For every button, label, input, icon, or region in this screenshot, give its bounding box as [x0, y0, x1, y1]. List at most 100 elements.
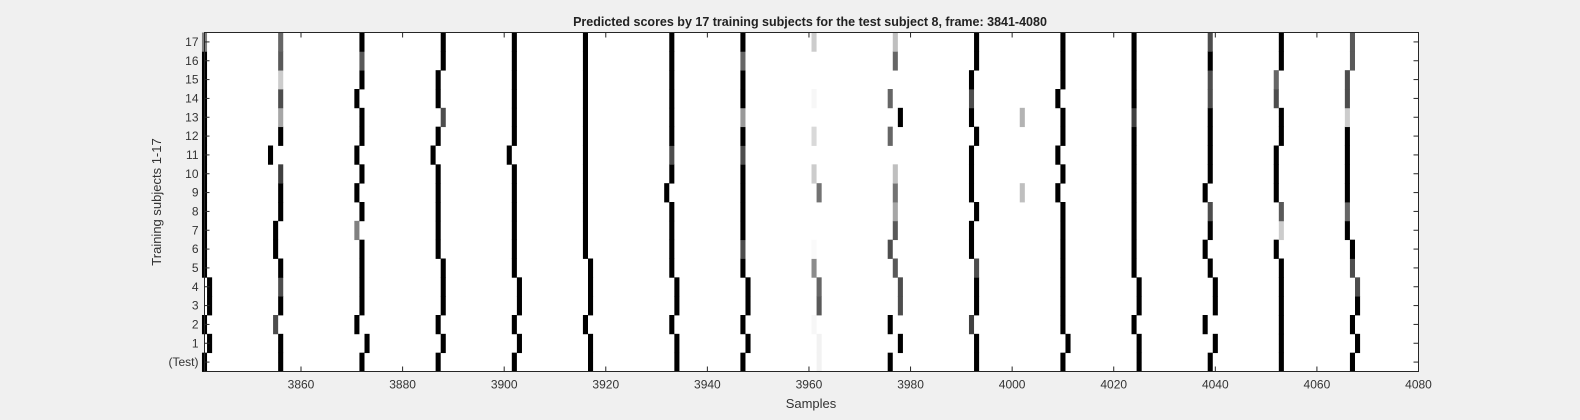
cell-row-12-10: [974, 126, 980, 146]
cell-row-7-12: [1207, 220, 1213, 241]
y-tick-label: 3: [192, 299, 199, 313]
cell-row-4-3: [440, 277, 446, 297]
cell-row-12-4: [511, 126, 517, 146]
cell-row-15-6: [669, 70, 675, 90]
cell-row-17-9: [892, 32, 898, 52]
y-tick-label: 4: [192, 280, 199, 294]
cell-row-7-7: [740, 220, 746, 241]
cell-row-14-5: [582, 89, 588, 109]
cell-row-16-2: [359, 51, 365, 71]
cell-row-2-2: [354, 315, 360, 335]
cell-row-3-5: [588, 296, 594, 316]
cell-row-14-4: [511, 89, 517, 109]
cell-row-test-3: [435, 352, 441, 372]
cell-row-14-1: [278, 89, 284, 109]
cell-row-11-2: [354, 145, 360, 165]
cell-row-6-9: [887, 239, 893, 259]
cell-row-8-7: [740, 202, 746, 222]
plot-frame: [204, 32, 1419, 372]
cell-row-4-6: [674, 277, 680, 297]
cell-row-16-4: [511, 51, 517, 71]
cell-row-1-10: [974, 333, 980, 354]
cell-row-8-14: [1344, 202, 1350, 222]
cell-row-5-6: [669, 258, 675, 278]
cell-row-15-12: [1273, 70, 1279, 90]
cell-row-12-11: [1060, 126, 1066, 146]
cell-row-7-5: [582, 220, 588, 241]
cell-row-6-8: [811, 239, 817, 259]
cell-row-7-1: [273, 220, 279, 241]
x-tick-label: 4040: [1202, 378, 1229, 392]
cell-row-11-3: [430, 145, 436, 165]
cell-row-1-9: [897, 333, 903, 354]
cell-row-14-9: [887, 89, 893, 109]
cell-row-14-12: [1131, 89, 1137, 109]
y-axis-label: Training subjects 1-17: [149, 138, 164, 265]
cell-row-13-1: [278, 107, 284, 128]
cell-row-1-1: [278, 333, 284, 354]
cell-row-test-11: [1060, 352, 1066, 372]
cell-row-3-11: [1060, 296, 1066, 316]
cell-row-14-10: [968, 89, 975, 109]
cell-row-6-6: [669, 239, 675, 259]
cell-row-7-14: [1344, 220, 1350, 241]
cell-row-14-3: [435, 89, 441, 109]
cell-row-8-9: [974, 202, 980, 222]
cell-row-12-7: [740, 126, 746, 146]
cell-row-13-15: [1344, 107, 1350, 128]
cell-row-test-2: [359, 352, 365, 372]
y-tick-label: 10: [185, 167, 199, 181]
cell-row-7-2: [354, 220, 360, 241]
cell-row-2-7: [740, 315, 746, 335]
cell-row-15-10: [1131, 70, 1137, 90]
cell-row-15-3: [435, 70, 441, 90]
cell-row-17-2: [359, 32, 365, 52]
cell-row-7-11: [1131, 220, 1137, 241]
cell-row-13-6: [669, 107, 675, 128]
cell-row-test-6: [674, 352, 680, 372]
cell-row-1-7: [745, 333, 751, 354]
cell-row-3-2: [359, 296, 365, 316]
cell-row-3-6: [674, 296, 680, 316]
cell-row-4-7: [745, 277, 751, 297]
cell-row-10-6: [669, 164, 675, 184]
cell-row-7-9: [968, 220, 975, 241]
cell-row-1-6: [674, 333, 680, 354]
cell-row-11-12: [1273, 145, 1279, 165]
cell-row-test-14: [1278, 352, 1284, 372]
cell-row-4-1: [278, 277, 284, 297]
cell-row-6-2: [359, 239, 365, 259]
cell-row-5-8: [811, 258, 817, 278]
cell-row-10-7: [740, 164, 746, 184]
cell-row-2-12: [1131, 315, 1137, 335]
cell-row-8-11: [1131, 202, 1137, 222]
cell-row-10-9: [892, 164, 898, 184]
heatmap-cells: [201, 32, 1361, 372]
x-axis-label: Samples: [786, 396, 837, 411]
cell-row-9-7: [740, 183, 746, 203]
y-tick-label: 7: [192, 223, 199, 237]
cell-row-1-0: [207, 333, 213, 354]
cell-row-9-3: [435, 183, 441, 203]
cell-row-3-8: [816, 296, 822, 316]
x-tick-label: 3900: [491, 378, 518, 392]
cell-row-6-3: [435, 239, 441, 259]
cell-row-6-10: [968, 239, 975, 259]
cell-row-11-5: [582, 145, 588, 165]
cell-row-2-1: [273, 315, 279, 335]
cell-row-5-7: [740, 258, 746, 278]
y-tick-label: 16: [185, 54, 199, 68]
cell-row-4-2: [359, 277, 365, 297]
cell-row-9-4: [511, 183, 517, 203]
cell-row-4-5: [588, 277, 594, 297]
cell-row-12-12: [1131, 126, 1137, 146]
cell-row-1-15: [1355, 333, 1361, 354]
cell-row-5-15: [1349, 258, 1356, 278]
cell-row-3-10: [974, 296, 980, 316]
cell-row-1-5: [588, 333, 594, 354]
x-tick-label: 4020: [1100, 378, 1127, 392]
cell-row-10-12: [1131, 164, 1137, 184]
cell-row-6-12: [1131, 239, 1137, 259]
cell-row-17-6: [669, 32, 675, 52]
x-tick-label: 3860: [288, 378, 315, 392]
